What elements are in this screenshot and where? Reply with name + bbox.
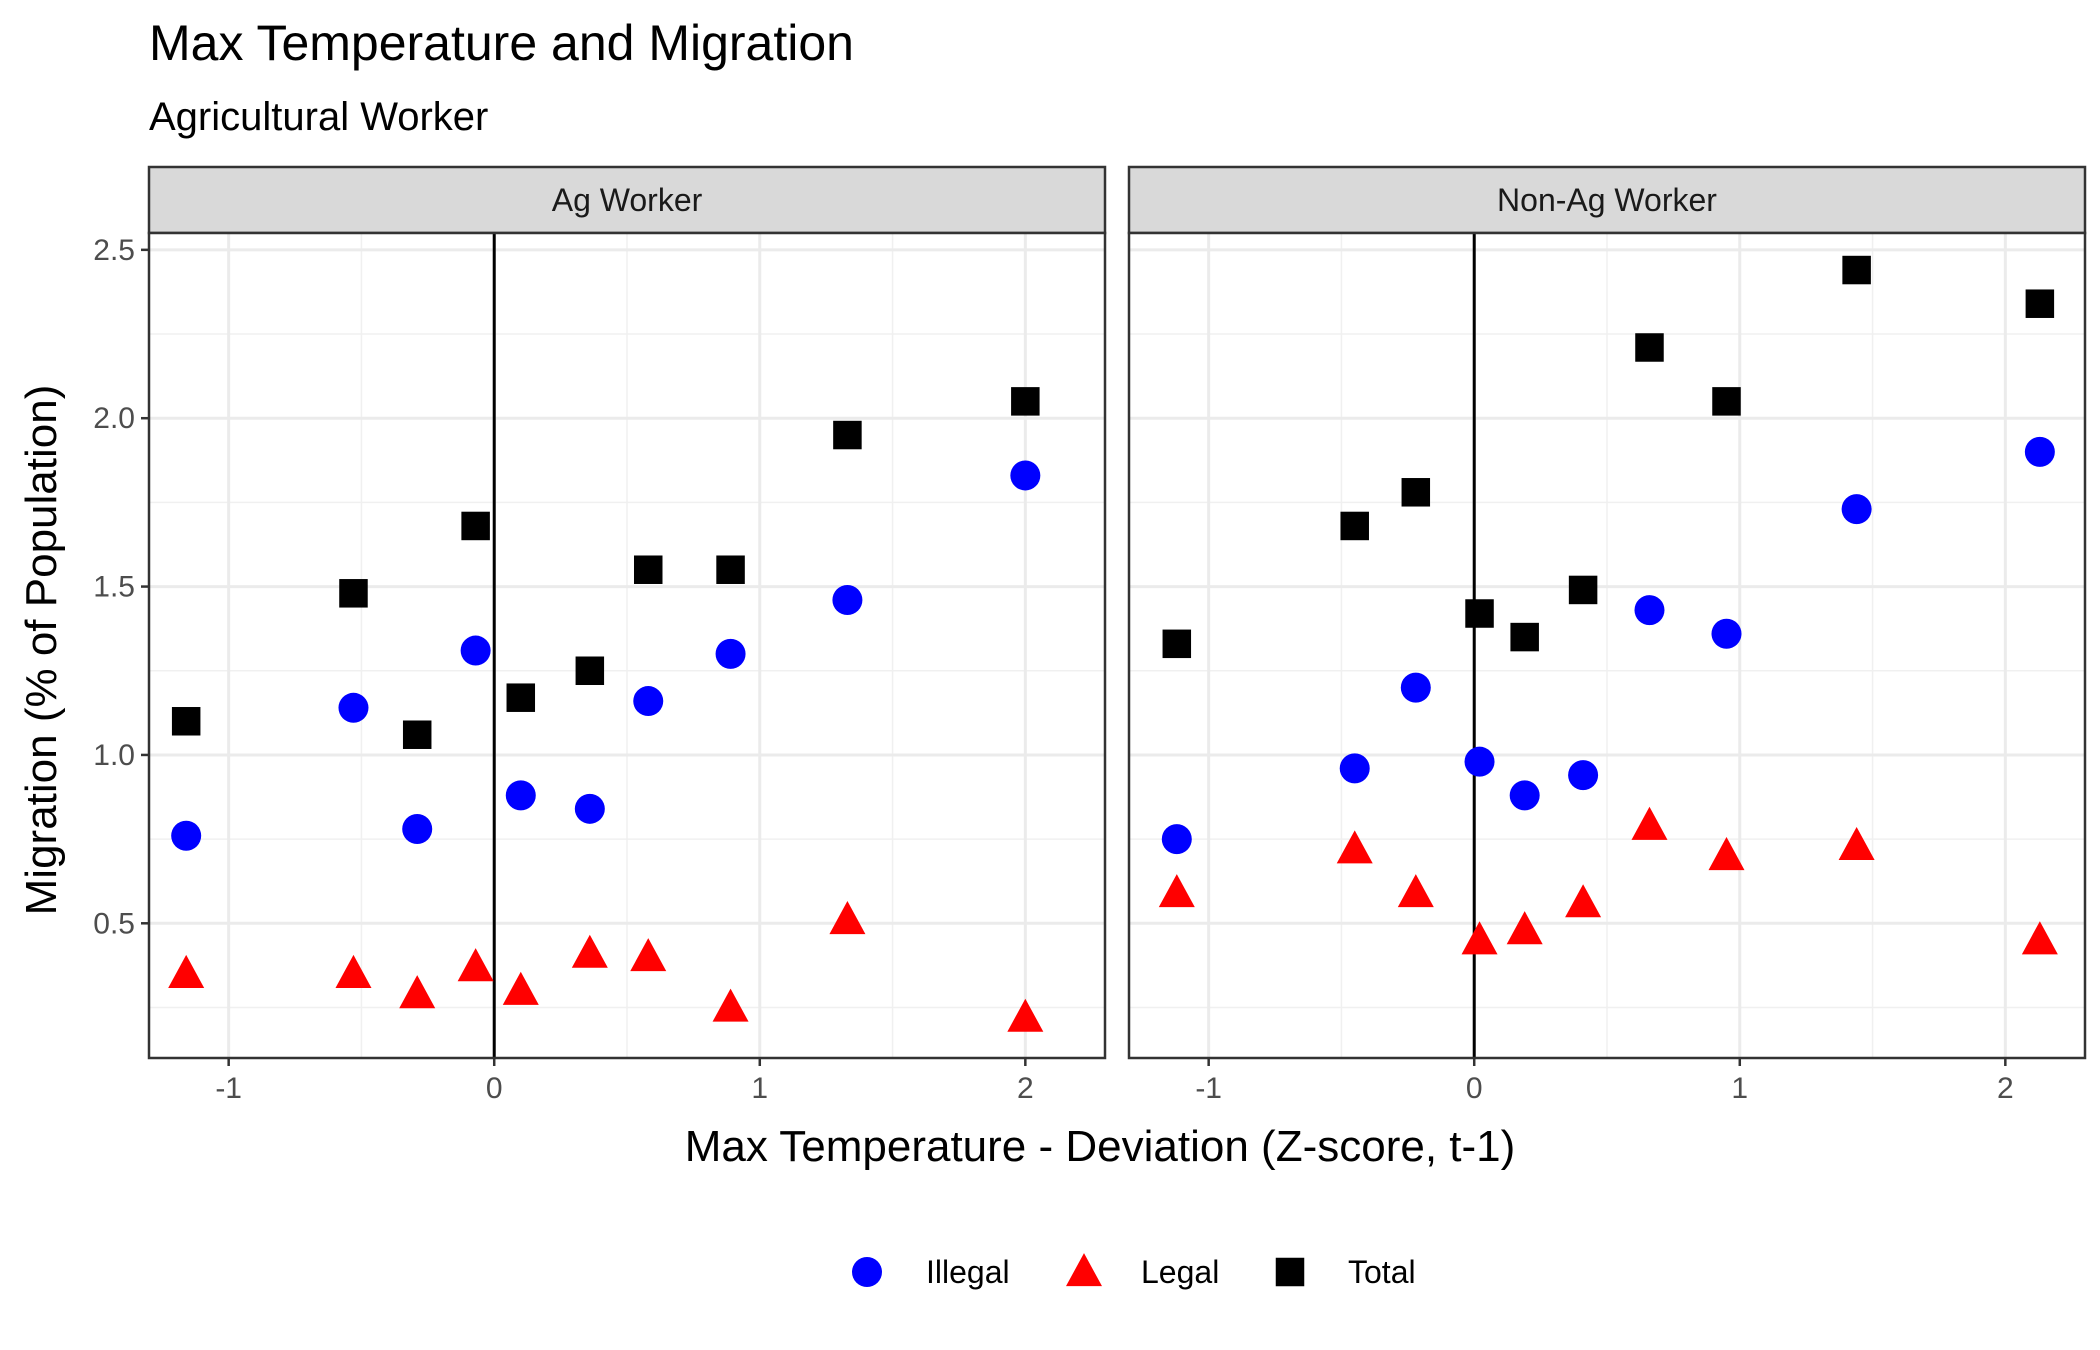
x-tick-label: 0	[1466, 1072, 1483, 1105]
point-total	[633, 555, 663, 584]
point-illegal	[1509, 780, 1540, 811]
point-total	[402, 720, 432, 749]
point-illegal	[1711, 618, 1742, 649]
point-legal	[168, 954, 205, 988]
point-illegal	[171, 820, 202, 851]
point-total	[1510, 622, 1539, 652]
chart-title: Max Temperature and Migration	[149, 15, 854, 71]
point-total	[171, 707, 201, 736]
panel-border	[147, 231, 1107, 1060]
point-total	[1162, 629, 1192, 659]
point-legal	[399, 975, 436, 1009]
point-illegal	[505, 780, 536, 811]
x-tick-label: -1	[215, 1072, 242, 1105]
point-legal	[630, 938, 667, 972]
point-total	[1842, 255, 1871, 285]
x-tick-label: -1	[1195, 1072, 1222, 1105]
facet-strip	[147, 165, 1107, 235]
y-tick-label: 2.5	[93, 234, 135, 267]
point-illegal	[1339, 753, 1370, 784]
facet-label: Ag Worker	[552, 182, 703, 218]
y-axis-title: Migration (% of Population)	[17, 385, 66, 916]
point-legal	[1631, 806, 1668, 840]
point-illegal	[1010, 460, 1041, 491]
point-total	[461, 511, 490, 541]
point-legal	[1565, 884, 1602, 918]
x-tick-label: 2	[1017, 1072, 1034, 1105]
point-total	[1340, 511, 1369, 541]
point-legal	[457, 948, 494, 982]
legend-label-legal: Legal	[1141, 1254, 1219, 1290]
point-illegal	[574, 793, 605, 824]
point-illegal	[1841, 494, 1872, 525]
point-illegal	[1161, 824, 1192, 855]
point-legal	[1708, 837, 1745, 871]
legend-key-total	[1275, 1257, 1305, 1287]
point-legal	[1461, 921, 1498, 955]
point-illegal	[338, 692, 369, 723]
x-tick-label: 1	[1731, 1072, 1748, 1105]
point-total	[575, 656, 605, 686]
panel-2: Non-Ag Worker -1 0 1 2	[1127, 165, 2087, 1105]
point-illegal	[715, 638, 746, 669]
legend-label-illegal: Illegal	[926, 1254, 1010, 1290]
point-total	[1011, 387, 1040, 416]
point-illegal	[460, 635, 491, 666]
y-tick-label: 2.0	[93, 402, 135, 435]
y-tick-label: 1.5	[93, 571, 135, 604]
point-total	[1635, 333, 1664, 362]
point-total	[506, 683, 536, 712]
point-legal	[1007, 998, 1044, 1032]
y-tick-label: 0.5	[93, 907, 135, 940]
point-legal	[2021, 921, 2058, 955]
point-legal	[1838, 826, 1875, 861]
point-legal	[829, 901, 866, 935]
chart-subtitle: Agricultural Worker	[149, 95, 488, 139]
facet-strip	[1127, 165, 2087, 235]
point-illegal	[402, 814, 433, 845]
x-tick-label: 1	[751, 1072, 768, 1105]
x-axis-title: Max Temperature - Deviation (Z-score, t-…	[685, 1122, 1516, 1171]
point-total	[1568, 575, 1598, 605]
legend-label-total: Total	[1348, 1254, 1416, 1290]
point-illegal	[1464, 746, 1495, 777]
legend-key-legal	[1066, 1253, 1102, 1287]
point-illegal	[1634, 595, 1665, 626]
point-legal	[502, 971, 539, 1005]
point-total	[716, 555, 745, 584]
panel-border	[1127, 231, 2087, 1060]
legend-key-illegal	[852, 1257, 882, 1287]
point-legal	[1336, 830, 1373, 864]
point-legal	[1506, 911, 1543, 945]
x-tick-label: 2	[1997, 1072, 2014, 1105]
point-total	[1401, 478, 1431, 507]
point-illegal	[2024, 436, 2055, 467]
point-legal	[1158, 874, 1195, 908]
point-total	[2025, 289, 2055, 318]
point-total	[833, 420, 862, 450]
point-legal	[335, 954, 372, 988]
point-illegal	[1400, 672, 1431, 703]
panel-1: Ag Worker -1 0 1 2 0.5 1.0 1.5 2.0 2.5	[93, 165, 1107, 1105]
point-total	[1712, 387, 1741, 416]
legend: Illegal Legal Total	[852, 1253, 1416, 1290]
x-tick-label: 0	[486, 1072, 503, 1105]
y-tick-label: 1.0	[93, 739, 135, 772]
point-total	[339, 579, 368, 608]
point-legal	[571, 934, 608, 968]
point-legal	[1397, 874, 1434, 908]
point-illegal	[633, 686, 664, 717]
point-legal	[712, 988, 749, 1022]
point-illegal	[832, 585, 863, 616]
point-illegal	[1568, 760, 1599, 791]
facet-label: Non-Ag Worker	[1497, 182, 1717, 218]
point-total	[1465, 599, 1494, 628]
